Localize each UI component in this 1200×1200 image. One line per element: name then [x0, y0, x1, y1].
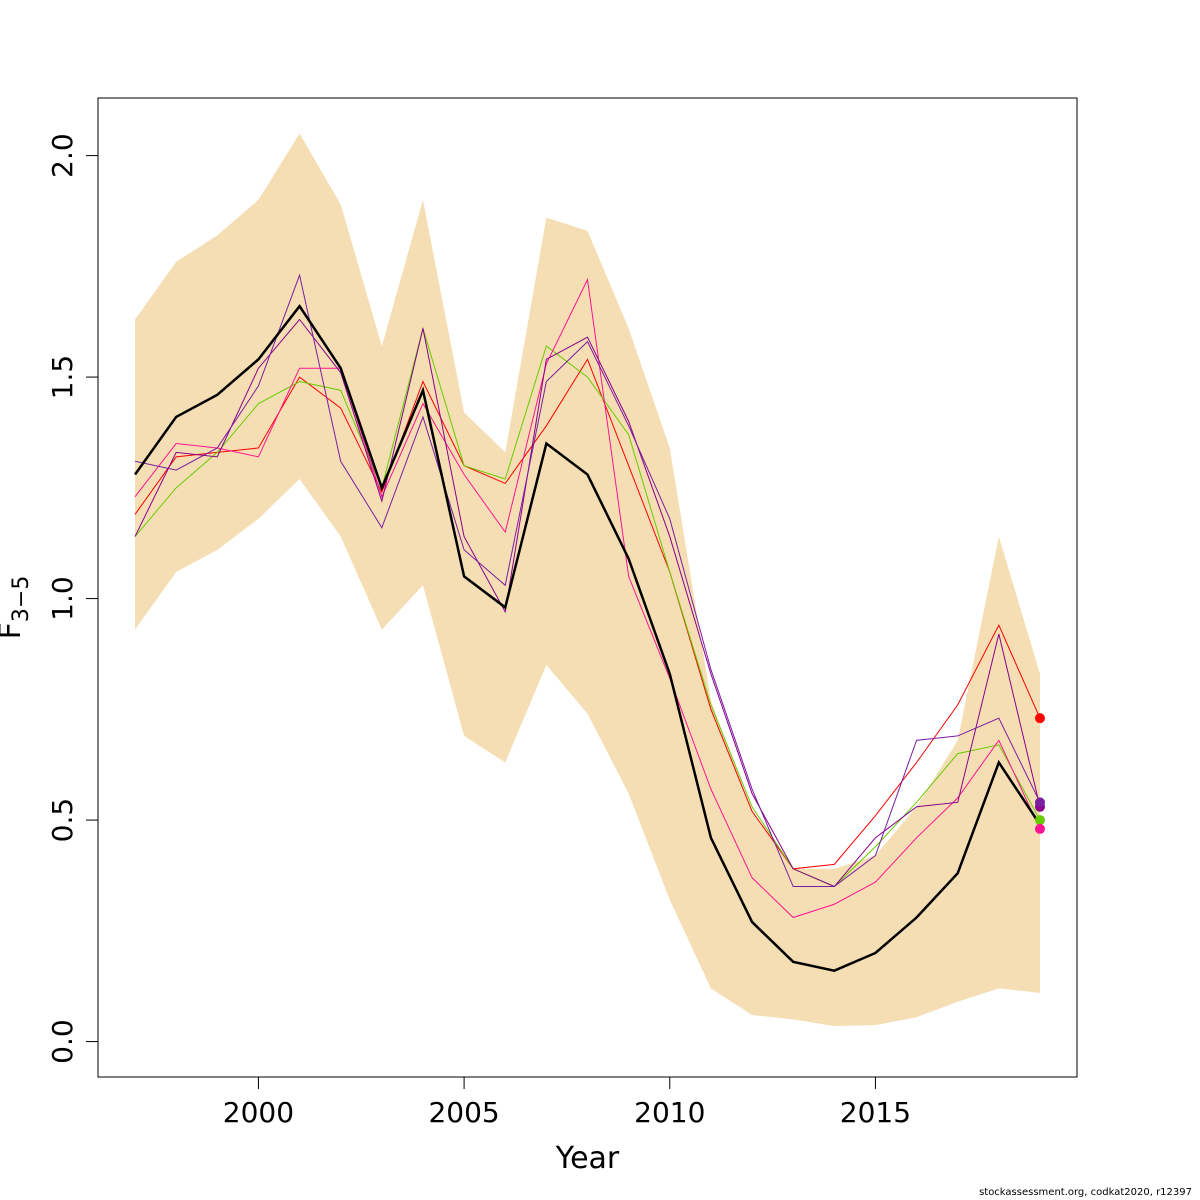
series-line-0: [134, 304, 1042, 972]
footer-note: stockassessment.org, codkat2020, r12397: [979, 1187, 1192, 1198]
x-tick-label-2015: 2015: [840, 1096, 911, 1129]
y-tick-label-1: 0.5: [46, 798, 79, 843]
series-line-4: [134, 318, 1041, 888]
series-lines-layer: [134, 273, 1042, 972]
y-tick-label-0: 0.0: [46, 1019, 79, 1064]
terminal-points-layer: [1034, 713, 1045, 834]
series-line-2: [134, 326, 1041, 888]
confidence-band-layer: [135, 133, 1040, 1027]
y-tick-label-3: 1.5: [46, 355, 79, 400]
terminal-point-2: [1034, 815, 1045, 826]
series-line-3: [134, 277, 1041, 919]
y-axis: 0.0 0.5 1.0 1.5 2.0: [46, 133, 99, 1064]
terminal-point-5: [1034, 797, 1045, 808]
y-tick-label-4: 2.0: [46, 133, 79, 178]
y-tick-label-2: 1.0: [46, 576, 79, 621]
series-line-1: [134, 358, 1041, 870]
x-tick-label-2000: 2000: [223, 1096, 294, 1129]
x-tick-label-2005: 2005: [428, 1096, 499, 1129]
confidence-band: [135, 133, 1040, 1027]
series-line-5: [134, 273, 1041, 888]
terminal-point-1: [1034, 713, 1045, 724]
x-axis: 2000 2005 2010 2015: [223, 1076, 911, 1129]
y-axis-title-subscript: 3−5: [9, 576, 34, 622]
y-axis-title: F3−5: [0, 576, 34, 640]
y-axis-title-main: F: [0, 622, 28, 639]
terminal-point-3: [1034, 823, 1045, 834]
x-tick-label-2010: 2010: [634, 1096, 705, 1129]
x-axis-title: Year: [555, 1141, 620, 1176]
